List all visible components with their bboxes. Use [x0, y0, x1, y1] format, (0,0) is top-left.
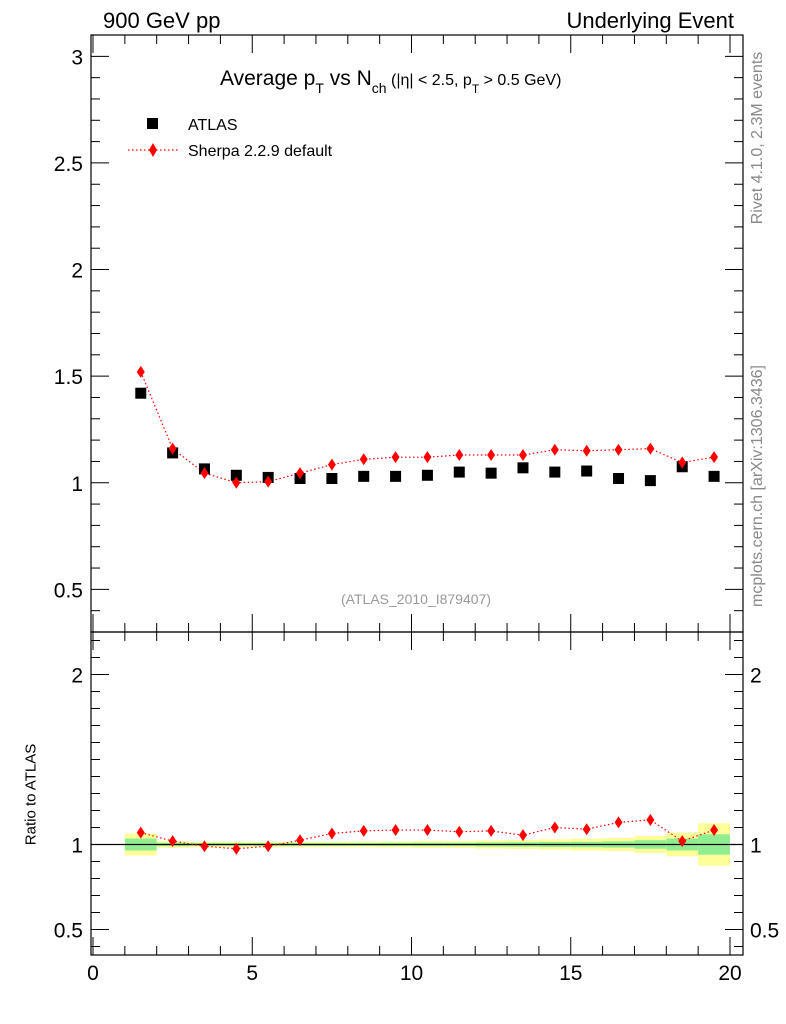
ratio-point: [678, 835, 687, 848]
analysis-label: (ATLAS_2010_I879407): [341, 591, 491, 607]
x-tick-label: 20: [718, 962, 741, 985]
ratio-y-tick-label: 0.5: [54, 920, 83, 943]
ratio-point: [359, 824, 368, 837]
atlas-point: [581, 465, 593, 477]
ratio-y-tick-label-right: 1: [750, 835, 762, 858]
legend-atlas-label: ATLAS: [188, 117, 238, 134]
legend-atlas-marker: [147, 118, 158, 129]
y-tick-label: 0.5: [54, 579, 83, 602]
sherpa-point: [359, 453, 368, 466]
ratio-y-tick-label-right: 0.5: [750, 920, 779, 943]
ratio-point: [327, 827, 336, 840]
legend-sherpa-marker: [149, 143, 157, 157]
sherpa-point: [646, 442, 655, 455]
ratio-y-tick-label: 1: [71, 835, 83, 858]
x-tick-label: 10: [400, 962, 423, 985]
ratio-point: [296, 834, 305, 847]
sherpa-point: [327, 458, 336, 471]
x-tick-label: 5: [246, 962, 258, 985]
legend-sherpa-label: Sherpa 2.2.9 default: [188, 143, 333, 160]
ratio-frame: [90, 631, 744, 956]
ratio-point: [264, 840, 273, 853]
ratio-point: [710, 824, 719, 837]
ratio-y-tick-label: 2: [71, 665, 83, 688]
atlas-point: [230, 469, 242, 481]
atlas-point: [549, 466, 561, 478]
y-tick-label: 2.5: [54, 153, 83, 176]
source-info: mcplots.cern.ch [arXiv:1306.3436]: [749, 365, 766, 607]
process-label: Underlying Event: [566, 8, 734, 33]
sherpa-point: [200, 467, 209, 480]
main-panel: 0.5 1 1.5 2 2.5 3 Average pT vs Nch (|η| < 2.5…: [54, 34, 744, 633]
ratio-point: [614, 816, 623, 829]
sherpa-point: [582, 444, 591, 457]
sherpa-point: [296, 467, 305, 480]
ratio-y-tick-label-right: 2: [750, 665, 762, 688]
atlas-point: [644, 475, 656, 487]
atlas-point: [517, 462, 529, 474]
sherpa-point: [550, 443, 559, 456]
atlas-point: [708, 470, 720, 482]
ratio-panel: 0.5 0.51 12 20 5 10 15 20: [54, 631, 779, 985]
atlas-point: [421, 469, 433, 481]
x-tick-label: 0: [87, 962, 99, 985]
ratio-y-label: Ratio to ATLAS: [22, 743, 40, 846]
sherpa-point: [614, 443, 623, 456]
chart-title: Average pT vs Nch (|η| < 2.5, pT > 0.5 G…: [220, 67, 561, 96]
sherpa-point: [455, 449, 464, 462]
y-tick-label: 1: [71, 473, 83, 496]
ratio-point: [423, 824, 432, 837]
atlas-point: [613, 472, 625, 484]
ratio-point: [232, 842, 241, 855]
sherpa-point: [710, 451, 719, 464]
rivet-info: Rivet 4.1.0, 2.3M events: [749, 51, 766, 225]
y-tick-label: 1.5: [54, 366, 83, 389]
ratio-point: [550, 821, 559, 834]
sherpa-line: [140, 371, 715, 484]
y-tick-label: 2: [71, 260, 83, 283]
atlas-point: [135, 387, 147, 399]
x-tick-label: 15: [559, 962, 582, 985]
ratio-point: [518, 829, 527, 842]
sherpa-point: [487, 449, 496, 462]
ratio-point: [168, 835, 177, 848]
atlas-point: [358, 470, 370, 482]
sherpa-point: [391, 451, 400, 464]
ratio-point: [136, 826, 145, 839]
ratio-point: [391, 824, 400, 837]
sherpa-point: [136, 365, 145, 378]
energy-label: 900 GeV pp: [103, 8, 221, 33]
sherpa-point: [423, 451, 432, 464]
atlas-point: [390, 470, 402, 482]
y-tick-label: 3: [71, 46, 83, 69]
sherpa-point: [232, 476, 241, 489]
ratio-point: [200, 840, 209, 853]
ratio-point: [582, 823, 591, 836]
sherpa-point: [678, 456, 687, 469]
ratio-point: [487, 824, 496, 837]
sherpa-point: [264, 475, 273, 488]
ratio-point: [455, 825, 464, 838]
atlas-point: [326, 472, 338, 484]
atlas-point: [453, 466, 465, 478]
ratio-point: [646, 813, 655, 826]
sherpa-point: [518, 449, 527, 462]
sherpa-point: [168, 442, 177, 455]
atlas-point: [485, 467, 497, 479]
